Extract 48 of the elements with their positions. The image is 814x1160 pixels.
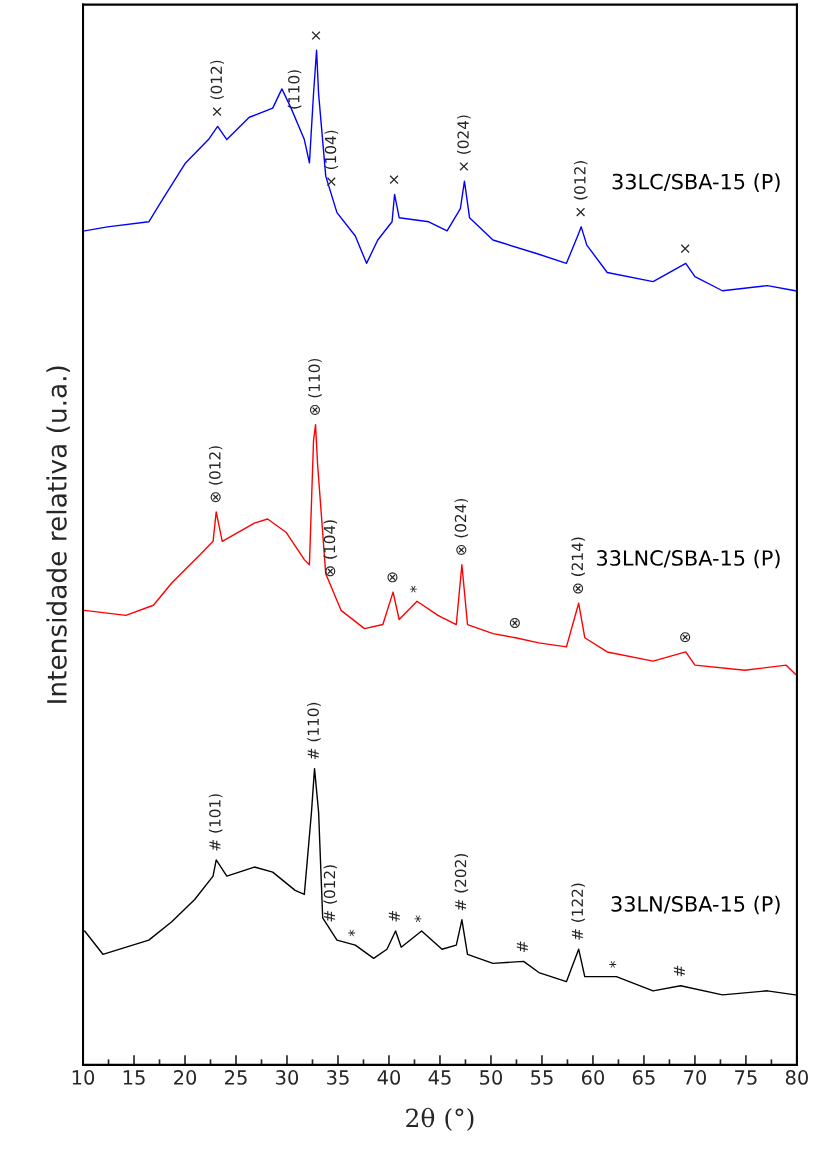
annotation: × [311,31,321,40]
text: 33LN/SBA-15 (P) [611,895,780,915]
annotation: ⊗ (104) [323,520,338,577]
annotation: (110) [287,70,302,109]
x-tick-label: 30 [276,1070,299,1085]
annotation: ⊗ [387,572,398,583]
x-tick-label: 45 [428,1070,451,1085]
annotation: × (012) [210,60,224,116]
x-tick-label: 60 [581,1070,605,1085]
x-tick-label: 70 [684,1070,706,1085]
x-tick-label: 40 [377,1070,401,1085]
x-tick-label: 80 [785,1070,808,1085]
annotation: # [673,965,685,977]
annotation: # (101) [208,794,223,851]
annotation: # [388,910,400,922]
annotation: × (012) [573,161,588,217]
annotation: # (122) [571,883,585,940]
annotation: * [609,961,617,968]
annotation: * [414,915,422,923]
annotation: × (104) [324,130,339,186]
annotation: ⊗ (024) [454,498,469,555]
series-label: 33LNC/SBA-15 (P) [597,549,780,569]
annotation: ⊗ [509,618,520,629]
annotation: * [348,929,356,937]
annotation: × [680,244,690,253]
annotation: # [516,941,528,952]
x-tick-label: 20 [174,1070,197,1085]
x-tick-label: 75 [735,1070,757,1085]
annotation: × (024) [457,115,471,171]
x-axis-title: 2θ (°) [406,1107,474,1131]
x-tick-label: 25 [225,1070,247,1085]
annotation: # (202) [454,854,469,911]
x-tick-label: 55 [531,1070,553,1085]
annotation: * [409,585,417,593]
annotation: ⊗ (110) [308,358,322,415]
x-tick-label: 10 [72,1070,95,1085]
annotation: # (012) [323,865,338,922]
x-tick-label: 35 [327,1070,349,1085]
x-tick-label: 50 [480,1070,503,1085]
annotation: × [389,175,399,184]
annotation: # (110) [307,702,321,760]
x-tick-label: 65 [632,1070,655,1085]
annotation: ⊗ (214) [571,537,585,594]
annotation: ⊗ (012) [208,446,223,503]
x-tick-label: 15 [123,1070,145,1085]
annotation: ⊗ [680,632,691,643]
text: 33LC/SBA-15 (P) [612,173,780,192]
y-axis-title: Intensidade relativa (u.a.) [46,366,70,703]
